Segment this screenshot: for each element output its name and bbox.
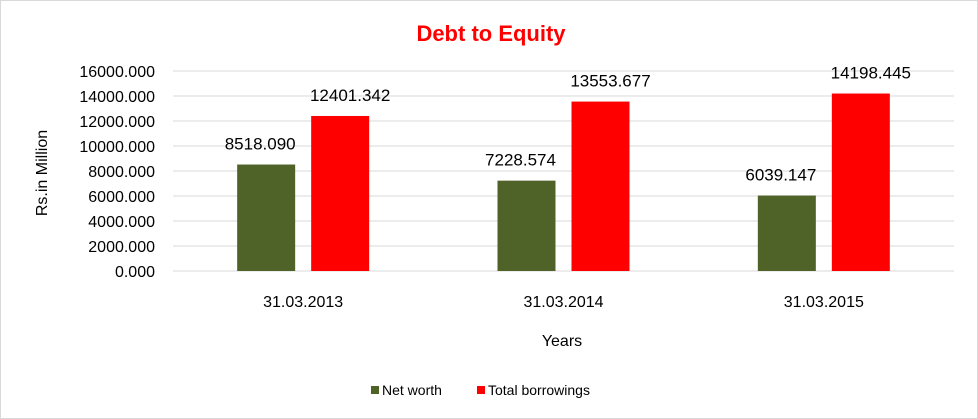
bar-net-worth (497, 180, 556, 271)
x-category-label: 31.03.2014 (523, 294, 603, 311)
y-tick-label: 12000.000 (79, 114, 155, 131)
legend-swatch (371, 386, 379, 394)
data-label: 7228.574 (485, 151, 556, 170)
legend-swatch (477, 386, 485, 394)
data-label: 13553.677 (570, 72, 650, 91)
x-axis-categories: 31.03.2013 31.03.2014 31.03.2015 (263, 294, 864, 311)
gridlines (173, 70, 954, 272)
bar-net-worth (757, 195, 816, 271)
legend-label: Net worth (382, 382, 442, 398)
x-category-label: 31.03.2013 (263, 294, 343, 311)
bar-net-worth (237, 164, 296, 271)
data-labels: 8518.090 12401.342 7228.574 13553.677 6039.1… (225, 64, 911, 185)
y-tick-label: 8000.000 (88, 164, 155, 181)
y-tick-label: 0.000 (115, 264, 155, 281)
y-axis-title: Rs.in Million (34, 130, 51, 216)
y-tick-label: 6000.000 (88, 189, 155, 206)
y-tick-label: 16000.000 (79, 64, 155, 81)
data-label: 12401.342 (310, 86, 390, 105)
bars (237, 93, 890, 272)
chart-title: Debt to Equity (416, 21, 566, 46)
y-tick-label: 10000.000 (79, 139, 155, 156)
data-label: 14198.445 (831, 64, 911, 83)
y-tick-label: 4000.000 (88, 214, 155, 231)
data-label: 8518.090 (225, 135, 296, 154)
data-label: 6039.147 (745, 166, 816, 185)
x-category-label: 31.03.2015 (784, 294, 864, 311)
y-tick-label: 2000.000 (88, 239, 155, 256)
x-axis-title: Years (542, 333, 582, 350)
bar-total-borrowings (831, 93, 890, 271)
bar-total-borrowings (311, 115, 370, 272)
y-axis-ticks: 0.000 2000.000 4000.000 6000.000 8000.000 100… (79, 64, 155, 281)
bar-total-borrowings (571, 101, 630, 271)
legend: Net worth Total borrowings (371, 382, 590, 398)
y-tick-label: 14000.000 (79, 89, 155, 106)
legend-label: Total borrowings (488, 382, 590, 398)
